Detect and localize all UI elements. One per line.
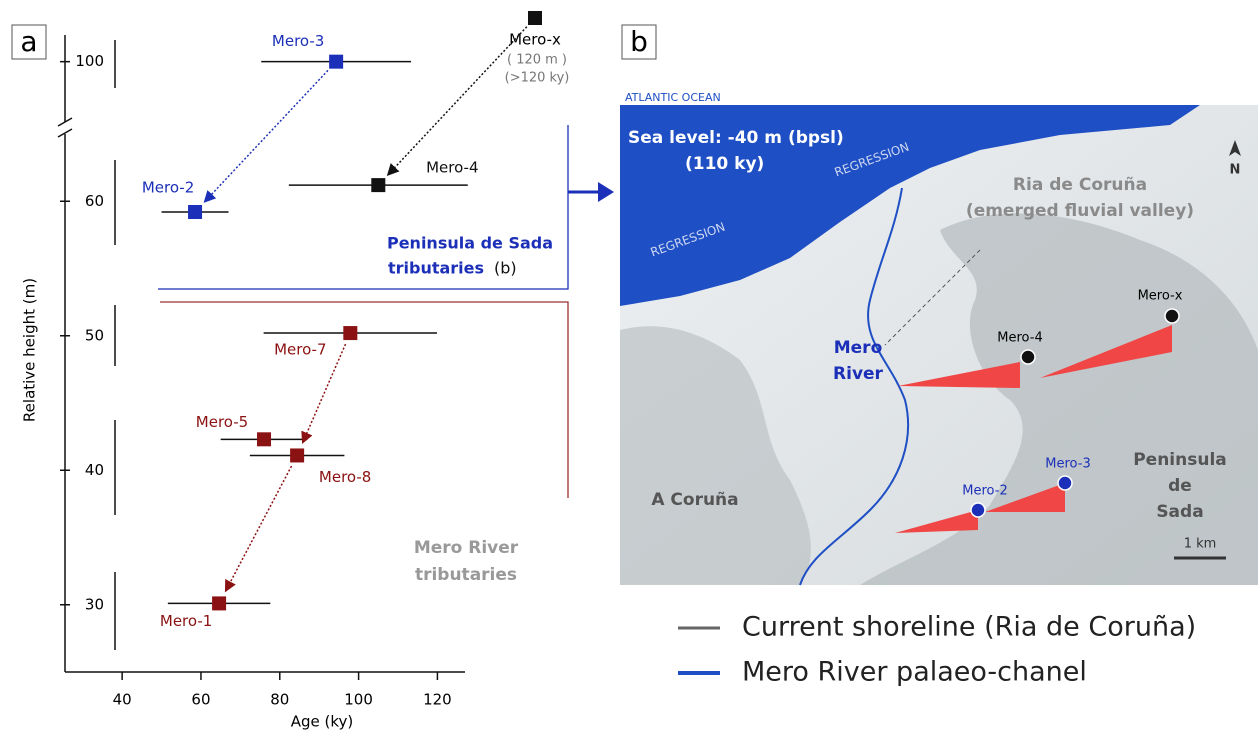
- legend-label: Mero River palaeo-chanel: [742, 657, 1087, 688]
- north-label: N: [1230, 163, 1241, 178]
- x-tick-label: 40: [113, 691, 132, 709]
- site-dot: [1165, 309, 1179, 323]
- x-tick-label: 80: [270, 691, 289, 709]
- y-tick-label: 50: [85, 326, 104, 344]
- merox-height: ( 120 m ): [507, 53, 567, 68]
- sea-level: Sea level: -40 m (bpsl): [628, 128, 844, 148]
- x-axis-label: Age (ky): [291, 713, 354, 731]
- ria-label: (emerged fluvial valley): [966, 201, 1194, 221]
- peninsula-label: Sada: [1156, 502, 1203, 522]
- group-label: Peninsula de Sada: [387, 234, 553, 253]
- point: [343, 326, 357, 340]
- point-label: Mero-8: [319, 468, 371, 486]
- y-tick-label: 30: [85, 595, 104, 613]
- group-ref: (b): [494, 259, 517, 278]
- trend-arrow: [388, 27, 527, 175]
- scale-label: 1 km: [1184, 537, 1217, 552]
- y-axis-label: Relative height (m): [21, 278, 39, 422]
- panel-b: b Mero-x Mero-4 Mero-2 Mero-3 ATLANTIC O…: [620, 25, 1258, 688]
- site-label: Mero-3: [1045, 457, 1090, 472]
- x-tick-label: 60: [191, 691, 210, 709]
- panel-label: a: [20, 25, 37, 58]
- trend-arrow: [205, 70, 328, 201]
- legend-label: Current shoreline (Ria de Coruña): [742, 612, 1196, 643]
- river-label: Mero: [834, 338, 883, 358]
- group-label: Mero River: [414, 538, 519, 558]
- group-label: tributaries: [415, 565, 517, 585]
- merox-age: (>120 ky): [505, 71, 570, 86]
- city-label: A Coruña: [651, 490, 738, 510]
- site-label: Mero-2: [962, 484, 1007, 499]
- site-dot: [971, 503, 985, 517]
- peninsula-label: Peninsula: [1133, 450, 1227, 470]
- point-label: Mero-1: [160, 612, 212, 630]
- group-label: tributaries: [388, 259, 484, 278]
- link-arrowhead: [598, 182, 614, 202]
- ocean-label: ATLANTIC OCEAN: [625, 91, 721, 104]
- point-label: Mero-4: [426, 159, 478, 177]
- panel-a: a Relative height (m) Age (ky) Mero-x ( …: [12, 11, 614, 731]
- x-tick-label: 100: [344, 691, 373, 709]
- river-label: River: [833, 364, 884, 384]
- x-tick-label: 120: [423, 691, 452, 709]
- y-tick-label: 60: [85, 192, 104, 210]
- y-tick-label: 40: [85, 461, 104, 479]
- site-dot: [1058, 476, 1072, 490]
- merox-marker: [528, 11, 542, 25]
- point: [257, 432, 271, 446]
- point-label: Mero-5: [196, 413, 248, 431]
- point-label: Mero-2: [142, 179, 194, 197]
- point: [188, 205, 202, 219]
- point: [371, 178, 385, 192]
- sea-age: (110 ky): [685, 154, 764, 174]
- site-label: Mero-4: [997, 331, 1042, 346]
- point-label: Mero-7: [274, 341, 326, 359]
- point: [290, 448, 304, 462]
- peninsula-label: de: [1168, 476, 1192, 496]
- site-dot: [1021, 350, 1035, 364]
- merox-label: Mero-x: [509, 31, 561, 49]
- ria-label: Ria de Coruña: [1013, 175, 1147, 195]
- figure: a Relative height (m) Age (ky) Mero-x ( …: [0, 0, 1258, 731]
- point: [329, 55, 343, 69]
- trend-arrow: [226, 466, 292, 591]
- y-tick-label: 100: [75, 52, 104, 70]
- trend-arrow: [303, 344, 346, 443]
- panel-label: b: [630, 25, 648, 58]
- site-label: Mero-x: [1138, 289, 1183, 304]
- point: [212, 596, 226, 610]
- point-label: Mero-3: [272, 32, 324, 50]
